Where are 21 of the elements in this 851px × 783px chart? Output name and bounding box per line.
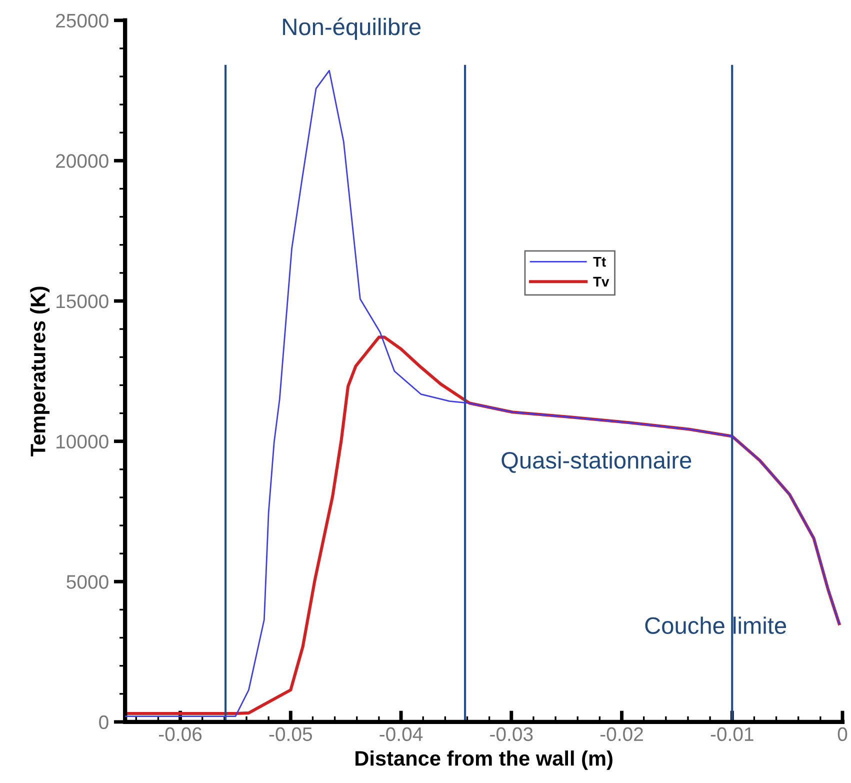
y-tick-label: 5000 xyxy=(66,575,108,589)
legend-label: Tv xyxy=(593,276,610,286)
annotation: Non-équilibre xyxy=(283,18,421,40)
x-tick-label: -0.04 xyxy=(380,727,423,742)
x-tick-label: -0.06 xyxy=(158,727,202,742)
legend-label: Tt xyxy=(593,257,606,267)
x-axis-title: Distance from the wall (m) xyxy=(356,750,612,770)
x-tick-label: -0.01 xyxy=(710,727,754,742)
line-series xyxy=(125,70,840,718)
x-tick-label: -0.03 xyxy=(490,727,533,742)
x-tick-label: -0.02 xyxy=(600,727,643,742)
y-tick-label: 0 xyxy=(99,715,108,730)
annotation: Quasi-stationnaire xyxy=(502,451,692,473)
y-tick-label: 10000 xyxy=(56,434,108,449)
y-tick-label: 25000 xyxy=(56,14,108,28)
x-tick-label: -0.05 xyxy=(269,727,312,742)
y-tick-label: 20000 xyxy=(56,154,108,168)
y-axis-title: Temperatures (K) xyxy=(30,286,50,456)
annotation: Couche limite xyxy=(645,616,786,634)
x-tick-label: 0 xyxy=(838,727,848,742)
y-tick-label: 15000 xyxy=(56,294,108,308)
